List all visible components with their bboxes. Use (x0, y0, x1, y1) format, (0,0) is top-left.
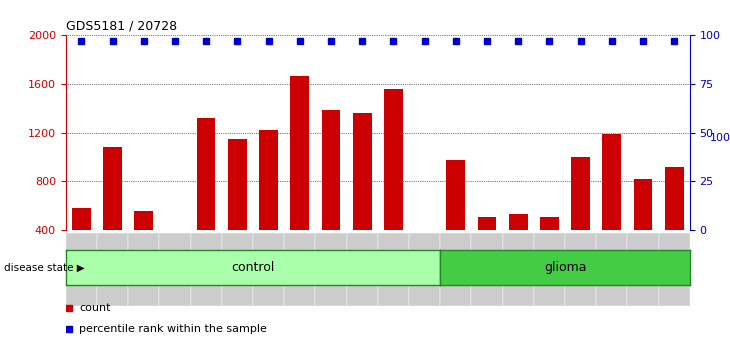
Bar (509, 214, 528, 279)
Text: percentile rank within the sample: percentile rank within the sample (80, 324, 267, 334)
Bar (228, 139, 247, 279)
Bar (103, 147, 122, 279)
Bar (191, 233, 222, 306)
Bar (634, 179, 653, 279)
Bar (315, 233, 347, 306)
Bar (658, 233, 690, 306)
Bar (472, 233, 502, 306)
Bar (197, 118, 215, 279)
Bar (97, 233, 128, 306)
Bar (347, 233, 378, 306)
Bar (534, 233, 565, 306)
Bar (602, 134, 621, 279)
Text: disease state ▶: disease state ▶ (4, 262, 85, 272)
Text: control: control (231, 261, 274, 274)
Bar (447, 160, 465, 279)
Bar (259, 130, 278, 279)
Bar (134, 211, 153, 279)
Bar (72, 208, 91, 279)
Bar (128, 233, 159, 306)
Bar (159, 233, 191, 306)
Bar (409, 233, 440, 306)
Bar (540, 217, 558, 279)
Bar (222, 233, 253, 306)
Bar (572, 157, 590, 279)
Bar (477, 217, 496, 279)
Bar (665, 167, 683, 279)
Bar (627, 233, 658, 306)
Bar (353, 113, 372, 279)
Text: count: count (80, 303, 111, 313)
Bar (378, 233, 409, 306)
Bar (322, 110, 340, 279)
Y-axis label: 100%: 100% (710, 133, 730, 143)
Bar (502, 233, 534, 306)
Bar (565, 233, 596, 306)
Bar (440, 233, 472, 306)
Bar (384, 89, 403, 279)
Bar (291, 75, 309, 279)
Text: glioma: glioma (544, 261, 586, 274)
Text: GDS5181 / 20728: GDS5181 / 20728 (66, 20, 177, 33)
Bar (166, 231, 184, 279)
Bar (415, 230, 434, 279)
Bar (596, 233, 627, 306)
Bar (66, 233, 97, 306)
Bar (253, 233, 284, 306)
Bar (284, 233, 315, 306)
